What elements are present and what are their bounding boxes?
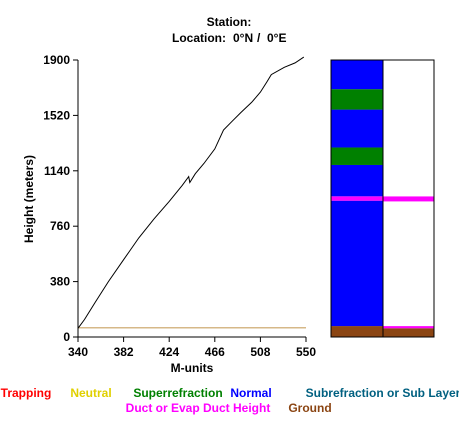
- m-unit-profile-line: [77, 56, 305, 329]
- legend-entry: Superrefraction: [133, 386, 222, 400]
- x-tick-label: 508: [250, 345, 270, 359]
- duct-bar-right-segment: [383, 196, 434, 202]
- legend-entry: Trapping: [1, 386, 52, 400]
- x-tick-label: 466: [205, 345, 225, 359]
- duct-bar-left-segment: [331, 164, 383, 197]
- plot-area: 0 380 760 1140 1520 1900 340 382 424 466 508 550: [43, 53, 316, 359]
- y-axis-label: Height (meters): [22, 155, 36, 243]
- duct-bar-right-segment: [383, 60, 434, 197]
- duct-bar-right-segment: [383, 326, 434, 329]
- x-tick-label: 550: [296, 345, 316, 359]
- location-label: Location:: [172, 31, 226, 45]
- duct-bar: [330, 59, 435, 338]
- x-tick-label: 382: [114, 345, 134, 359]
- duct-bar-right-segment: [383, 328, 434, 337]
- legend: Trapping Neutral Superrefraction Normal Subr…: [1, 386, 459, 415]
- duct-bar-left-segment: [331, 89, 383, 110]
- duct-bar-right-segment: [383, 201, 434, 327]
- x-axis-label: M-units: [171, 361, 214, 375]
- duct-bar-left-segment: [331, 196, 383, 201]
- x-tick-label: 340: [68, 345, 88, 359]
- duct-bar-left-segment: [331, 147, 383, 165]
- legend-entry: Duct or Evap Duct Height: [126, 401, 271, 415]
- location-latitude: 0°N: [233, 31, 253, 45]
- legend-entry: Subrefraction or Sub Layer: [306, 386, 459, 400]
- y-tick-label: 1900: [43, 53, 70, 67]
- x-tick-label: 424: [159, 345, 179, 359]
- location-line: Location: 0°N / 0°E: [172, 31, 286, 45]
- y-tick-label: 760: [50, 219, 70, 233]
- duct-bar-left-segment: [331, 200, 383, 327]
- y-tick-label: 0: [63, 330, 70, 344]
- duct-bar-left-segment: [331, 60, 383, 90]
- location-longitude: 0°E: [267, 31, 286, 45]
- y-tick-label: 1140: [44, 164, 70, 178]
- legend-entry: Normal: [230, 386, 271, 400]
- duct-bar-left-segment: [331, 109, 383, 148]
- y-tick-label: 380: [50, 275, 70, 289]
- duct-bar-left-segment: [331, 326, 383, 337]
- legend-entry: Neutral: [70, 386, 111, 400]
- station-label: Station:: [207, 15, 252, 29]
- location-separator: /: [257, 31, 261, 45]
- y-tick-label: 1520: [43, 108, 70, 122]
- legend-entry: Ground: [288, 401, 331, 415]
